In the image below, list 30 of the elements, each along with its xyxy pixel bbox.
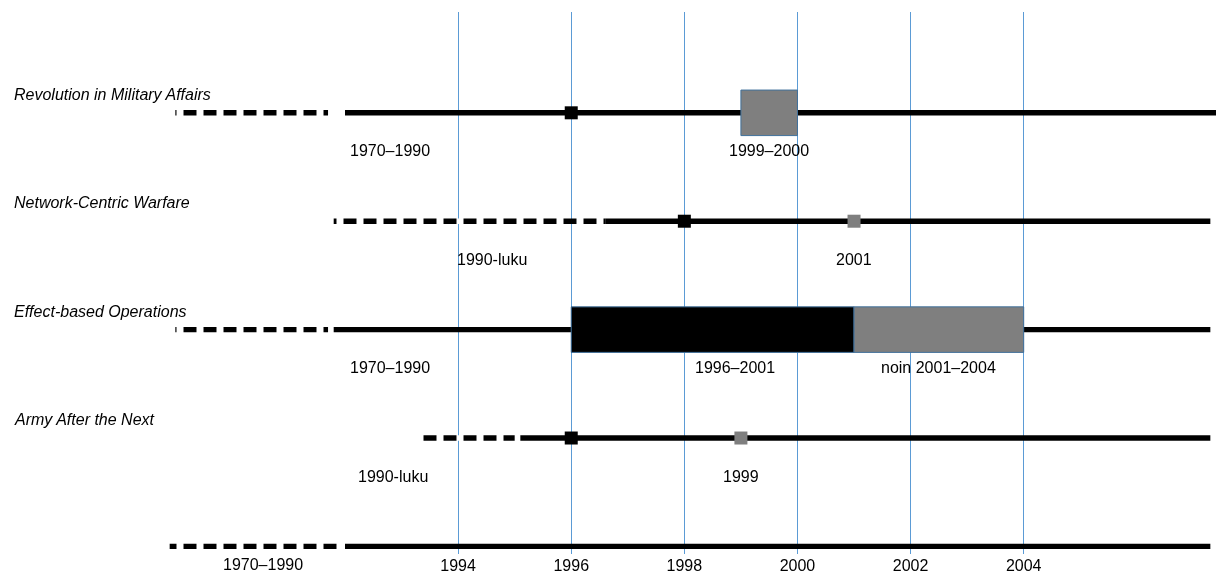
- text: 1970–1990: [223, 556, 304, 573]
- y-tick-label: Network-Centric Warfare: [14, 194, 190, 211]
- bar: [175, 326, 329, 333]
- bar: [520, 435, 1211, 441]
- annotation: noin 2001–2004: [881, 359, 996, 376]
- annotation: 1970–1990: [350, 359, 431, 376]
- point: [734, 431, 748, 445]
- y-tick-label: Revolution in Military Affairs: [14, 86, 211, 103]
- bar: [333, 218, 606, 224]
- annotation: 1970–1990: [350, 142, 431, 159]
- x-tick-label: 2002: [892, 557, 929, 574]
- bar: [345, 543, 1211, 550]
- point: [564, 106, 578, 120]
- point: [847, 214, 861, 228]
- point: [677, 214, 691, 228]
- bar: [175, 110, 329, 116]
- data-label: 1999: [723, 468, 759, 485]
- annotation: 1996–2001: [695, 359, 776, 376]
- x-tick-label: 1998: [666, 557, 703, 574]
- y-tick-label: Army After the Next: [14, 411, 155, 428]
- x-tick-label: 2004: [1005, 557, 1042, 574]
- bar: [345, 110, 1216, 116]
- x-tick-label: 1996: [553, 557, 590, 574]
- y-tick-label: Effect-based Operations: [14, 303, 187, 320]
- annotation: 1990-luku: [358, 468, 429, 485]
- x-tick-label: 2000: [779, 557, 816, 574]
- x-tick-label: 1994: [440, 557, 477, 574]
- data-label: 2001: [836, 251, 872, 268]
- point: [564, 431, 578, 445]
- bar: [169, 543, 340, 550]
